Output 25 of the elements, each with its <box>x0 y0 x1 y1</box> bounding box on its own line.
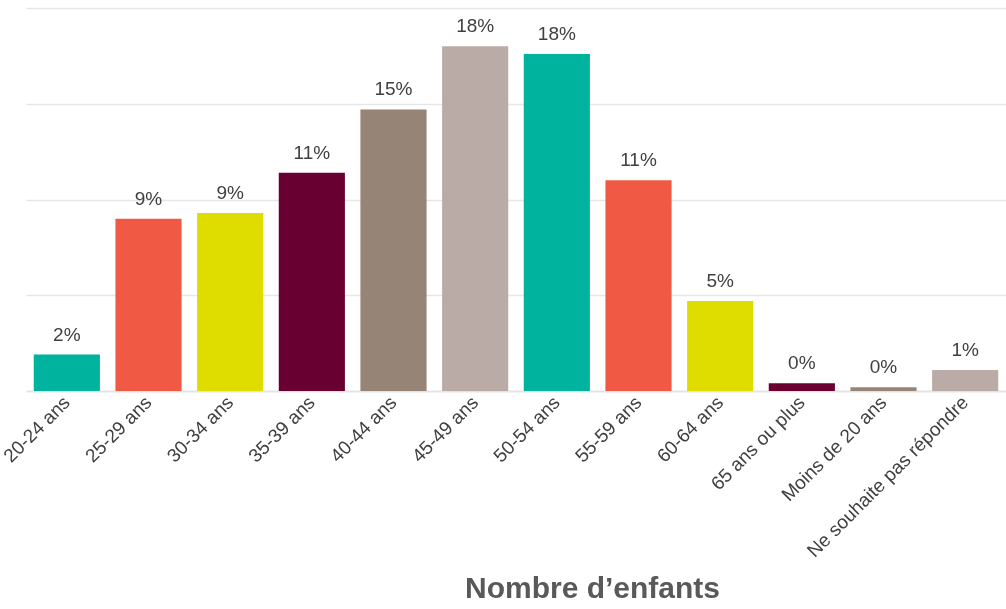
data-label: 15% <box>374 78 413 100</box>
data-label: 18% <box>456 15 495 37</box>
bar <box>360 109 427 391</box>
data-label: 18% <box>537 22 576 44</box>
bar <box>33 354 100 391</box>
data-label: 0% <box>788 352 816 374</box>
data-label: 11% <box>293 141 331 163</box>
data-label: 9% <box>216 181 244 203</box>
bar <box>687 301 754 391</box>
bar <box>197 212 264 391</box>
bar <box>850 387 917 391</box>
bar <box>115 218 182 391</box>
bar <box>278 172 345 391</box>
data-label: 9% <box>134 187 163 209</box>
bar <box>768 383 835 391</box>
data-label: 5% <box>706 269 734 291</box>
data-label: 11% <box>620 149 657 171</box>
bar <box>523 53 590 391</box>
bar <box>442 46 509 391</box>
data-label: 0% <box>869 356 898 378</box>
bar <box>605 180 672 391</box>
x-axis-title: Nombre d’enfants <box>464 570 721 604</box>
data-label: 2% <box>53 323 81 345</box>
bar <box>932 369 999 391</box>
data-label: 1% <box>951 338 979 360</box>
